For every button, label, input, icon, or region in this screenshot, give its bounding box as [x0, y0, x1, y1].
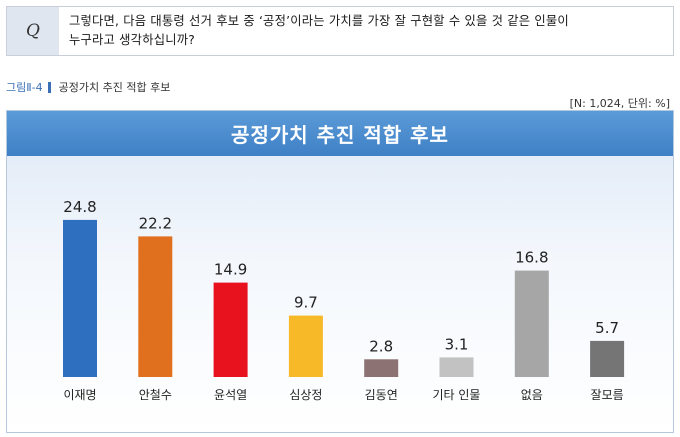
bar-3 — [213, 282, 248, 377]
bar-7 — [514, 270, 549, 377]
figure-label: 그림Ⅱ-4 공정가치 추진 적합 후보 — [6, 79, 170, 95]
bar-1 — [63, 219, 97, 377]
figure-divider — [47, 81, 51, 93]
value-label-8: 5.7 — [595, 319, 619, 337]
bar-2 — [138, 236, 173, 377]
category-label-5: 김동연 — [365, 388, 398, 402]
category-label-7: 없음 — [521, 388, 543, 402]
chart-title-bar: 공정가치 추진 적합 후보 — [7, 111, 673, 156]
chart-container: 공정가치 추진 적합 후보 24.8 이재명 22.2 안철수 14.9 윤석열 9.7 심상… — [6, 110, 674, 433]
question-text: 그렇다면, 다음 대통령 선거 후보 중 ‘공정’이라는 가치를 가장 잘 구현… — [69, 12, 667, 50]
question-box: Q 그렇다면, 다음 대통령 선거 후보 중 ‘공정’이라는 가치를 가장 잘 … — [6, 6, 674, 56]
bar-5 — [364, 359, 399, 377]
value-label-6: 3.1 — [445, 335, 469, 353]
figure-number: 그림Ⅱ-4 — [6, 81, 43, 94]
chart-title: 공정가치 추진 적합 후보 — [231, 123, 449, 147]
question-mark-label: Q — [7, 7, 59, 55]
figure-caption: 공정가치 추진 적합 후보 — [58, 81, 171, 94]
bar-4 — [288, 315, 323, 377]
bar-8 — [590, 340, 625, 377]
category-label-1: 이재명 — [63, 388, 96, 402]
question-line-2: 누구라고 생각하십니까? — [69, 33, 195, 47]
value-label-4: 9.7 — [294, 294, 318, 312]
category-label-6: 기타 인물 — [433, 388, 481, 402]
value-label-1: 24.8 — [63, 198, 96, 216]
bar-chart: 24.8 이재명 22.2 안철수 14.9 윤석열 9.7 심상정 2.8 김동연 3.1 기타 인… — [63, 198, 625, 402]
value-label-3: 14.9 — [214, 261, 247, 279]
value-label-2: 22.2 — [139, 214, 172, 232]
category-label-4: 심상정 — [289, 388, 322, 402]
value-label-5: 2.8 — [369, 337, 393, 355]
bar-6 — [439, 357, 474, 377]
category-label-8: 잘모름 — [591, 388, 624, 402]
category-label-3: 윤석열 — [214, 388, 247, 402]
value-label-7: 16.8 — [515, 249, 548, 267]
sample-note: [N: 1,024, 단위: %] — [569, 97, 670, 110]
category-label-2: 안철수 — [139, 388, 172, 402]
question-line-1: 그렇다면, 다음 대통령 선거 후보 중 ‘공정’이라는 가치를 가장 잘 구현… — [69, 14, 569, 28]
